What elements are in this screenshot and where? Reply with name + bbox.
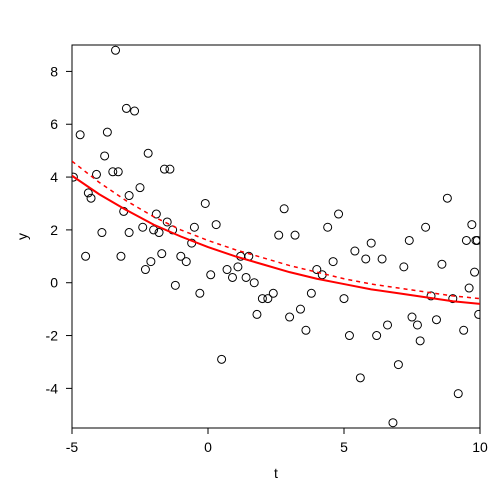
data-point bbox=[223, 266, 231, 274]
data-point bbox=[131, 107, 139, 115]
data-point bbox=[218, 355, 226, 363]
data-point bbox=[207, 271, 215, 279]
data-point bbox=[291, 231, 299, 239]
data-point bbox=[307, 289, 315, 297]
data-point bbox=[471, 268, 479, 276]
y-tick-label: 6 bbox=[50, 116, 58, 132]
data-point bbox=[394, 361, 402, 369]
data-point bbox=[405, 236, 413, 244]
data-point bbox=[356, 374, 364, 382]
x-tick-label: 5 bbox=[340, 439, 348, 455]
data-point bbox=[103, 128, 111, 136]
data-point bbox=[234, 263, 242, 271]
data-point bbox=[163, 218, 171, 226]
data-point bbox=[351, 247, 359, 255]
data-point bbox=[201, 199, 209, 207]
data-point bbox=[250, 279, 258, 287]
data-point bbox=[443, 194, 451, 202]
x-axis-label: t bbox=[274, 465, 278, 481]
data-point bbox=[373, 332, 381, 340]
data-point bbox=[144, 149, 152, 157]
data-point bbox=[158, 250, 166, 258]
data-point bbox=[114, 168, 122, 176]
data-point bbox=[228, 273, 236, 281]
data-point bbox=[384, 321, 392, 329]
data-point bbox=[253, 310, 261, 318]
data-point bbox=[302, 326, 310, 334]
data-point bbox=[76, 131, 84, 139]
y-tick-label: -4 bbox=[46, 380, 59, 396]
data-point bbox=[438, 260, 446, 268]
y-tick-label: 8 bbox=[50, 63, 58, 79]
data-point bbox=[413, 321, 421, 329]
data-point bbox=[465, 284, 473, 292]
data-point bbox=[125, 192, 133, 200]
chart-svg: -5 0 5 10 -4 -2 0 2 4 6 8 t y bbox=[0, 0, 503, 503]
data-point bbox=[196, 289, 204, 297]
data-point bbox=[408, 313, 416, 321]
data-point bbox=[468, 221, 476, 229]
data-point bbox=[335, 210, 343, 218]
plot-box bbox=[72, 45, 480, 428]
data-point bbox=[139, 223, 147, 231]
data-point bbox=[101, 152, 109, 160]
data-point bbox=[82, 252, 90, 260]
x-tick-label: 10 bbox=[472, 439, 488, 455]
data-point bbox=[475, 310, 483, 318]
y-tick-label: 0 bbox=[50, 275, 58, 291]
y-tick-label: 2 bbox=[50, 222, 58, 238]
data-point bbox=[296, 305, 304, 313]
data-point bbox=[141, 266, 149, 274]
data-point bbox=[171, 281, 179, 289]
scatter-chart: -5 0 5 10 -4 -2 0 2 4 6 8 t y bbox=[0, 0, 503, 503]
data-point bbox=[125, 229, 133, 237]
data-point bbox=[345, 332, 353, 340]
x-tick-label: 0 bbox=[204, 439, 212, 455]
data-point bbox=[454, 390, 462, 398]
fit-dashed bbox=[72, 161, 480, 298]
y-tick-label: -2 bbox=[46, 328, 59, 344]
data-point bbox=[280, 205, 288, 213]
data-point bbox=[122, 104, 130, 112]
y-tick-label: 4 bbox=[50, 169, 58, 185]
data-point bbox=[367, 239, 375, 247]
data-point bbox=[147, 258, 155, 266]
y-axis-label: y bbox=[14, 233, 30, 240]
data-point bbox=[378, 255, 386, 263]
data-point bbox=[286, 313, 294, 321]
data-point bbox=[329, 258, 337, 266]
data-point bbox=[182, 258, 190, 266]
data-point bbox=[275, 231, 283, 239]
data-point bbox=[190, 223, 198, 231]
data-point bbox=[460, 326, 468, 334]
x-tick-label: -5 bbox=[66, 439, 79, 455]
data-point bbox=[117, 252, 125, 260]
data-point bbox=[136, 184, 144, 192]
data-point bbox=[242, 273, 250, 281]
data-point bbox=[98, 229, 106, 237]
data-point bbox=[269, 289, 277, 297]
data-point bbox=[212, 221, 220, 229]
data-point bbox=[432, 316, 440, 324]
data-point bbox=[362, 255, 370, 263]
data-point bbox=[340, 295, 348, 303]
data-point bbox=[324, 223, 332, 231]
data-point bbox=[166, 165, 174, 173]
data-point bbox=[462, 236, 470, 244]
data-point bbox=[400, 263, 408, 271]
data-point bbox=[422, 223, 430, 231]
data-point bbox=[112, 46, 120, 54]
data-point bbox=[389, 419, 397, 427]
data-point bbox=[416, 337, 424, 345]
